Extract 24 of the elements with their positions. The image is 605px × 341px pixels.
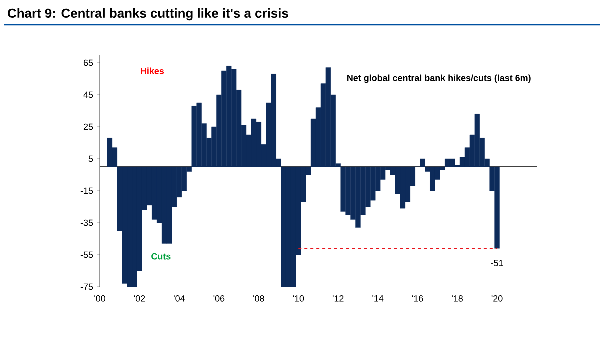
x-tick-label: '18 — [452, 296, 463, 302]
chart-title: Chart 9: Central banks cutting like it's a crisis — [8, 8, 288, 21]
annotation: Cuts — [152, 253, 171, 260]
x-tick-label: '12 — [332, 296, 344, 302]
x-tick-label: '00 — [94, 296, 106, 302]
y-tick-label: 25 — [84, 124, 94, 130]
annotation: Hikes — [141, 68, 164, 74]
x-tick-label: '02 — [134, 296, 146, 302]
x-tick-label: '04 — [174, 296, 186, 302]
y-tick-label: -15 — [80, 188, 94, 194]
y-tick-label: -35 — [80, 220, 94, 226]
y-tick-label: -55 — [80, 252, 94, 258]
x-tick-label: '08 — [254, 296, 264, 302]
x-tick-label: '06 — [214, 296, 225, 302]
x-tick-label: '16 — [412, 296, 424, 302]
y-tick-label: 5 — [88, 156, 94, 162]
y-tick-label: -75 — [80, 284, 94, 290]
x-tick-label: '14 — [372, 296, 384, 302]
x-tick-label: '20 — [492, 296, 503, 302]
annotation: Net global central bank hikes/cuts (last 6m) — [348, 74, 531, 84]
y-tick-label: 45 — [84, 92, 94, 98]
x-tick-label: '10 — [293, 296, 304, 302]
annotation: -51 — [491, 260, 504, 266]
y-tick-label: 65 — [84, 60, 94, 66]
